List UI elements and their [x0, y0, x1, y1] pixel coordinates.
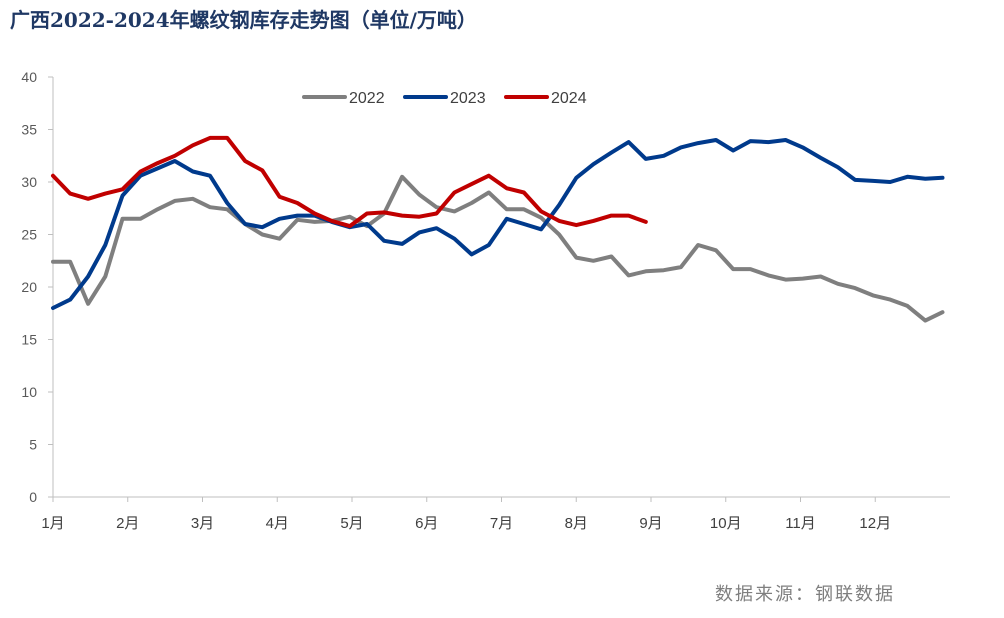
x-tick-label: 7月 [490, 515, 513, 532]
series-line-2023 [51, 138, 945, 310]
y-tick-label: 25 [21, 227, 37, 243]
x-tick-label: 4月 [266, 515, 289, 532]
y-tick-label: 5 [29, 437, 37, 453]
chart-title: 广西2022-2024年螺纹钢库存走势图（单位/万吨） [10, 8, 477, 32]
y-tick-label: 35 [21, 122, 37, 138]
chart-series [51, 135, 945, 323]
data-source: 数据来源：钢联数据 [715, 584, 895, 605]
x-tick-label: 1月 [41, 515, 64, 532]
x-tick-label: 8月 [565, 515, 588, 532]
series-line-2022 [51, 174, 945, 323]
y-tick-label: 10 [21, 384, 37, 400]
x-tick-label: 6月 [415, 515, 438, 532]
chart-legend: 2022 2023 2024 [302, 90, 587, 107]
y-tick-label: 20 [21, 279, 37, 295]
legend-label-2023: 2023 [450, 90, 486, 107]
x-tick-label: 3月 [191, 515, 214, 532]
y-tick-label: 0 [29, 489, 37, 505]
y-tick-label: 15 [21, 332, 37, 348]
x-tick-label: 9月 [639, 515, 662, 532]
x-tick-label: 10月 [710, 515, 742, 532]
chart-axes: 0 5 10 15 20 25 30 35 40 1月 2月 3月 4月 5月 6月 7月 8月 9月 10月 11月… [21, 69, 950, 532]
y-tick-label: 30 [21, 174, 37, 190]
x-tick-label: 12月 [859, 515, 891, 532]
x-tick-label: 11月 [785, 515, 816, 532]
x-tick-label: 5月 [340, 515, 363, 532]
legend-label-2022: 2022 [349, 90, 385, 107]
y-tick-label: 40 [21, 69, 37, 85]
series-line-2024 [51, 135, 648, 229]
legend-label-2024: 2024 [551, 90, 587, 107]
x-tick-label: 2月 [116, 515, 139, 532]
